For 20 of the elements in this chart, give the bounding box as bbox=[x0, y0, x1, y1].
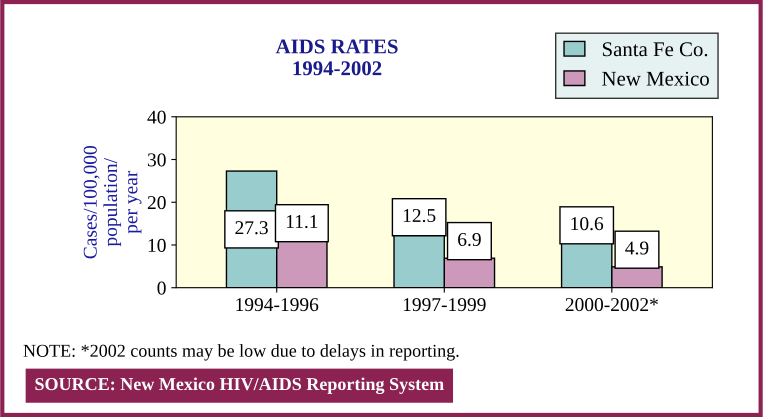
source-note: SOURCE: New Mexico HIV/AIDS Reporting System bbox=[35, 377, 444, 394]
y-tick-label: 30 bbox=[148, 153, 166, 166]
x-tick-label: 1994-1996 bbox=[236, 298, 318, 312]
y-tick-label: 40 bbox=[147, 110, 166, 124]
x-tick-label: 2000-2002* bbox=[566, 298, 658, 312]
legend-label: Santa Fe Co. bbox=[602, 42, 708, 56]
data-label: 27.3 bbox=[235, 221, 268, 234]
y-axis-title: Cases/100,000 population/ per year bbox=[84, 146, 142, 258]
chart-title: AIDS RATES 1994-2002 bbox=[276, 40, 398, 76]
y-tick-label: 0 bbox=[157, 282, 166, 295]
y-tick-label: 10 bbox=[148, 238, 166, 252]
data-label: 6.9 bbox=[458, 232, 481, 246]
legend-label: New Mexico bbox=[602, 72, 709, 86]
x-tick-label: 1997-1999 bbox=[404, 298, 486, 312]
data-label: 12.5 bbox=[404, 209, 436, 222]
text: NOTE: *2002 counts may be low due to delays in reporting. bbox=[24, 344, 459, 361]
data-label: 10.6 bbox=[571, 217, 604, 230]
y-tick-label: 20 bbox=[148, 196, 166, 210]
data-label: 11.1 bbox=[286, 215, 318, 228]
data-label: 4.9 bbox=[625, 241, 648, 255]
